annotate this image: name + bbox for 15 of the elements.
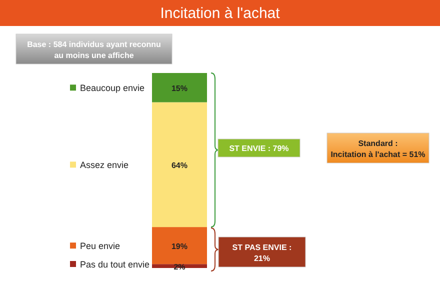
- bar: [152, 227, 207, 264]
- text: ST PAS ENVIE : 21%: [232, 243, 292, 263]
- legend-label: Assez envie: [80, 160, 129, 170]
- legend-label: Pas du tout envie: [80, 260, 150, 270]
- text: Standard : Incitation à l'achat = 51%: [330, 139, 426, 159]
- data-label: 19%: [171, 242, 188, 252]
- data-label: 15%: [171, 84, 188, 94]
- bar: [152, 73, 207, 102]
- legend-label: Peu envie: [80, 241, 120, 252]
- bar: [152, 102, 207, 228]
- legend-label: Beaucoup envie: [80, 83, 145, 94]
- text: ST ENVIE : 79%: [229, 144, 289, 153]
- chart-title: Incitation à l'achat: [160, 5, 281, 22]
- data-label: 64%: [171, 161, 188, 170]
- text: Base : 584 individus ayant reconnu au moins une affiche: [27, 40, 162, 60]
